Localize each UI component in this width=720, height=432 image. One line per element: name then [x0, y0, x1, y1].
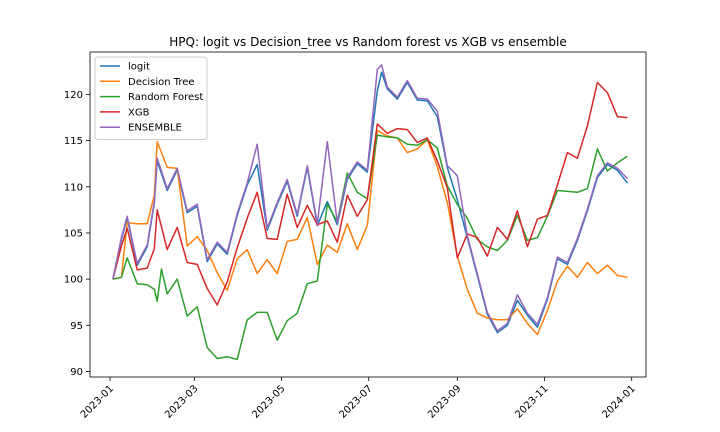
legend: logit Decision Tree Random Forest XGB ENSEMB… — [94, 56, 208, 140]
y-tick-label: 100 — [64, 275, 83, 286]
series-line-logit — [112, 71, 628, 334]
series-line-random-forest — [112, 134, 628, 361]
y-tick-label: 115 — [64, 136, 83, 147]
series-line-ensemble — [112, 64, 628, 332]
chart-title: HPQ: logit vs Decision_tree vs Random fo… — [169, 35, 567, 49]
y-tick-label: 95 — [70, 321, 83, 332]
y-tick-label: 90 — [70, 367, 83, 378]
y-tick-label: 110 — [64, 182, 83, 193]
legend-label: Random Forest — [128, 92, 203, 103]
legend-label: XGB — [128, 107, 150, 118]
y-tick-label: 105 — [64, 228, 83, 239]
series-line-xgb — [112, 81, 628, 306]
legend-label: logit — [128, 62, 150, 73]
legend-box — [94, 56, 208, 140]
series-layer — [112, 64, 628, 361]
y-tick-label: 120 — [64, 90, 83, 101]
series-line-decision-tree — [112, 129, 628, 336]
plot-area-frame — [89, 51, 647, 378]
legend-label: Decision Tree — [128, 77, 195, 88]
legend-label: ENSEMBLE — [128, 123, 182, 134]
y-axis: 90 95 100 105 110 115 120 — [64, 90, 90, 378]
